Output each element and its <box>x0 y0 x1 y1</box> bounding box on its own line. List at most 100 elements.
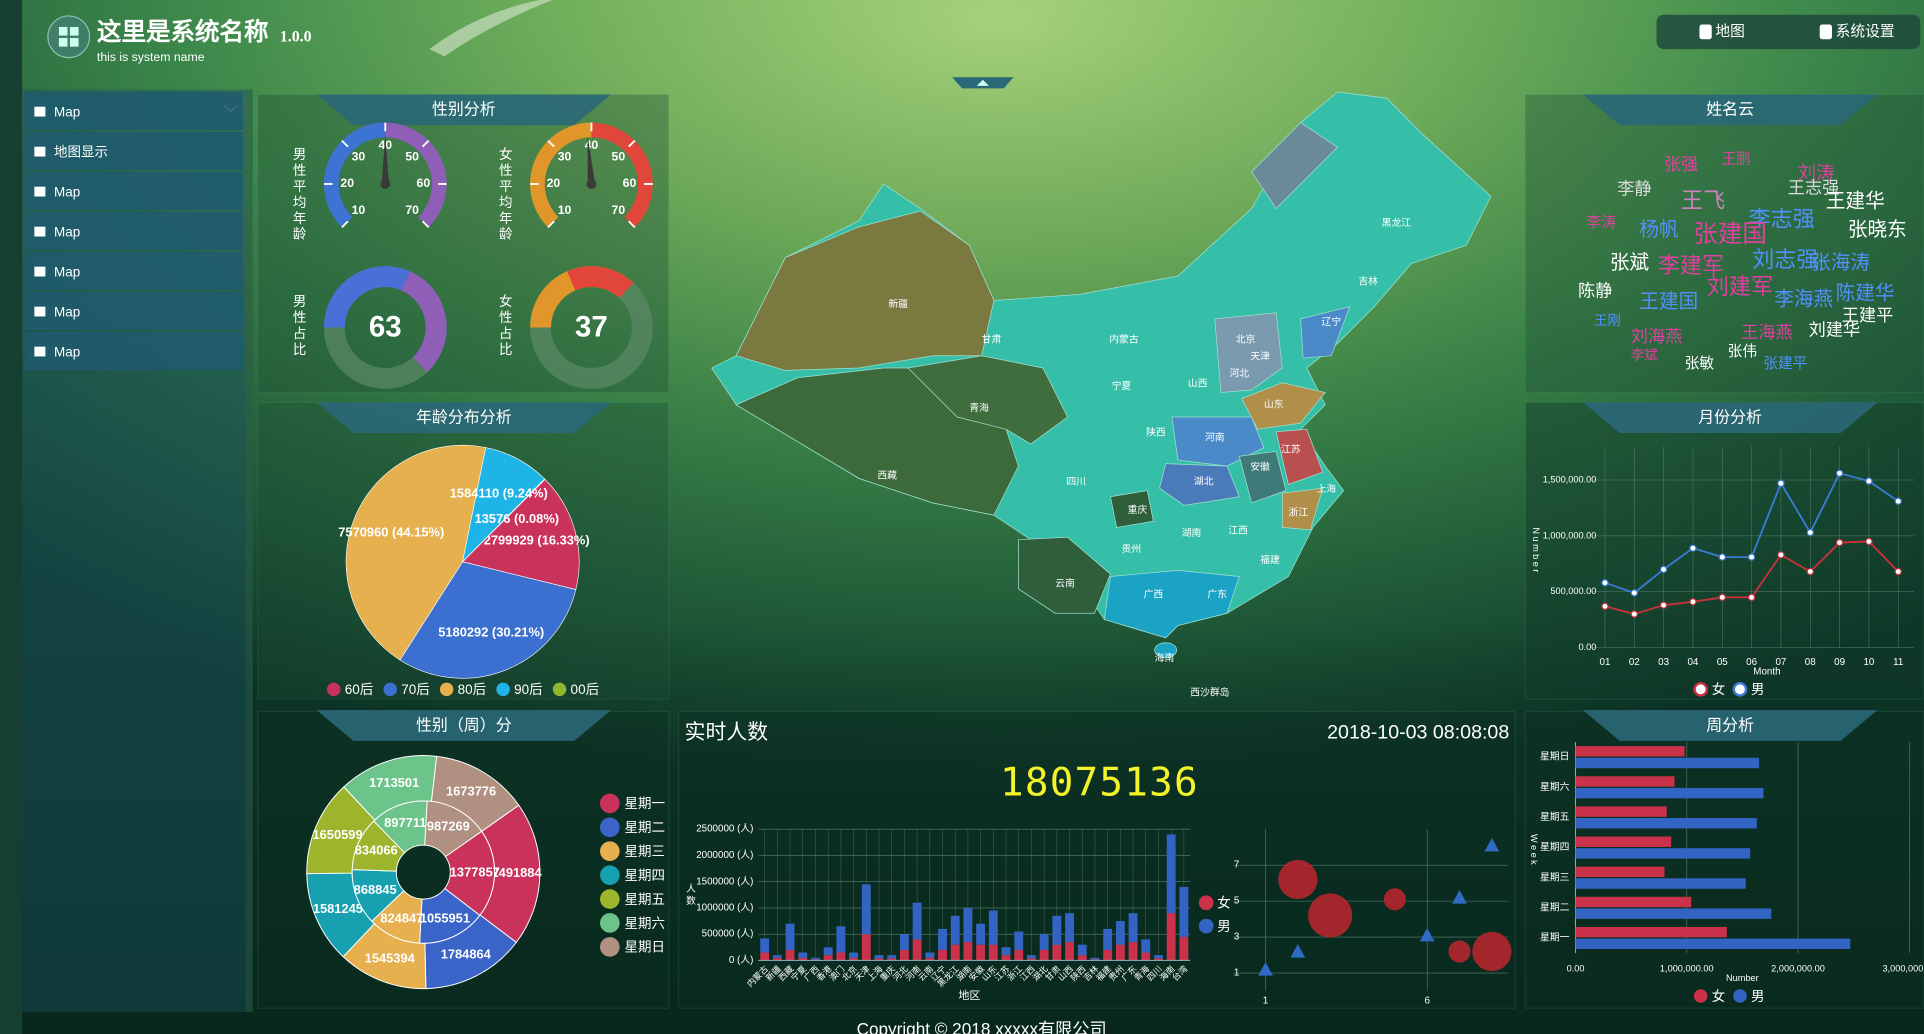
y-tick-label: 500,000.00 <box>1550 586 1596 596</box>
nav-button-icon[interactable] <box>1699 24 1712 40</box>
province-label[interactable]: 新疆 <box>888 297 908 310</box>
cloud-word[interactable]: 王海燕 <box>1741 322 1792 342</box>
ring-label: 824847 <box>380 910 423 925</box>
province-label[interactable]: 山西 <box>1188 378 1208 390</box>
province-label[interactable]: 黑龙江 <box>1382 216 1412 229</box>
cloud-word[interactable]: 陈建华 <box>1836 283 1895 305</box>
panel-title-tab <box>316 710 612 741</box>
cloud-word[interactable]: 杨帆 <box>1639 219 1678 241</box>
menu-label[interactable]: Map <box>54 264 80 279</box>
menu-item[interactable] <box>24 211 243 250</box>
cloud-word[interactable]: 李海燕 <box>1774 289 1833 311</box>
map-region <box>1281 487 1324 531</box>
cloud-word[interactable]: 张建国 <box>1693 220 1767 248</box>
province-label[interactable]: 河南 <box>1205 430 1225 443</box>
cloud-word[interactable]: 张建平 <box>1763 355 1807 372</box>
province-label[interactable]: 辽宁 <box>1322 315 1342 328</box>
nav-button-icon[interactable] <box>1819 24 1832 40</box>
province-label[interactable]: 西藏 <box>877 470 897 482</box>
cloud-word[interactable]: 王建华 <box>1826 191 1885 213</box>
cloud-word[interactable]: 王建国 <box>1639 291 1698 313</box>
province-label[interactable]: 广西 <box>1144 588 1164 600</box>
province-label[interactable]: 湖南 <box>1182 526 1202 539</box>
bar-segment <box>1039 949 1049 961</box>
province-label[interactable]: 重庆 <box>1128 503 1148 516</box>
province-label[interactable]: 福建 <box>1260 553 1280 566</box>
menu-item[interactable] <box>24 251 243 290</box>
province-label[interactable]: 山东 <box>1264 397 1284 410</box>
province-label[interactable]: 江苏 <box>1281 443 1301 456</box>
menu-label[interactable]: Map <box>54 224 80 239</box>
province-label[interactable]: 海南 <box>1155 651 1175 664</box>
cloud-word[interactable]: 刘海燕 <box>1631 326 1682 346</box>
cloud-word[interactable]: 李志强 <box>1749 207 1815 232</box>
cloud-word[interactable]: 陈静 <box>1578 280 1612 300</box>
ring-segment <box>424 800 483 858</box>
province-label[interactable]: 河北 <box>1230 368 1250 380</box>
menu-label[interactable]: Map <box>54 304 80 319</box>
menu-item[interactable] <box>24 291 243 330</box>
cloud-word[interactable]: 张海涛 <box>1811 252 1870 274</box>
nav-button[interactable]: 地图 <box>1715 23 1744 40</box>
province-label[interactable]: 北京 <box>1236 332 1256 345</box>
province-label[interactable]: 浙江 <box>1288 506 1308 518</box>
cloud-word[interactable]: 李斌 <box>1631 347 1658 362</box>
province-label[interactable]: 广东 <box>1207 587 1227 600</box>
bar-segment <box>1154 955 1163 959</box>
cloud-word[interactable]: 张敏 <box>1685 355 1715 372</box>
province-label[interactable]: 陕西 <box>1146 426 1166 439</box>
menu-label[interactable]: Map <box>54 184 80 199</box>
menu-item[interactable] <box>24 171 243 210</box>
province-label[interactable]: 湖北 <box>1194 476 1214 488</box>
cloud-word[interactable]: 张强 <box>1664 154 1698 174</box>
menu-item[interactable] <box>24 91 243 131</box>
province-label[interactable]: 云南 <box>1055 576 1075 589</box>
province-label[interactable]: 天津 <box>1250 351 1270 363</box>
province-label[interactable]: 上海 <box>1317 482 1337 495</box>
panel-title: 姓名云 <box>1706 101 1754 119</box>
y-axis-label: 人数 <box>684 883 696 908</box>
province-label[interactable]: 宁夏 <box>1112 379 1132 392</box>
menu-label[interactable]: Map <box>54 104 80 119</box>
ring-label: 1650599 <box>312 827 362 842</box>
menu-icon <box>34 226 46 237</box>
cloud-word[interactable]: 刘建军 <box>1707 274 1773 299</box>
province-label[interactable]: 贵州 <box>1122 542 1142 555</box>
cloud-word[interactable]: 王刚 <box>1594 313 1621 328</box>
province-label[interactable]: 吉林 <box>1358 275 1378 288</box>
province-label[interactable]: 江西 <box>1228 525 1248 537</box>
cloud-word[interactable]: 刘志强 <box>1752 247 1818 272</box>
cloud-word[interactable]: 张晓东 <box>1848 219 1907 241</box>
cloud-word[interactable]: 王鹏 <box>1722 150 1751 167</box>
menu-item[interactable] <box>24 131 243 171</box>
cloud-word[interactable]: 王飞 <box>1681 188 1725 213</box>
donut-arc-overlay <box>401 271 447 373</box>
province-label[interactable]: 青海 <box>969 401 989 414</box>
province-label[interactable]: 甘肃 <box>982 332 1002 345</box>
menu-item[interactable] <box>24 331 243 370</box>
legend-label: 90后 <box>514 682 542 697</box>
province-label[interactable]: 安徽 <box>1250 460 1270 473</box>
bar-segment <box>1166 913 1176 961</box>
line-point <box>1630 589 1638 597</box>
cloud-word[interactable]: 张斌 <box>1610 252 1650 274</box>
gauge-band <box>530 122 592 228</box>
province-label[interactable]: 四川 <box>1066 477 1086 488</box>
menu-label[interactable]: Map <box>54 344 80 359</box>
cloud-word[interactable]: 王志强 <box>1788 177 1839 197</box>
cloud-word[interactable]: 李静 <box>1617 179 1651 199</box>
province-label[interactable]: 西沙群岛 <box>1190 686 1229 699</box>
gauge-tick-label: 20 <box>340 176 354 190</box>
cloud-word[interactable]: 刘建华 <box>1809 320 1860 340</box>
legend-label: 女 <box>1712 988 1726 1004</box>
cloud-word[interactable]: 王建平 <box>1842 305 1893 325</box>
gauge-tick-label: 60 <box>623 176 637 190</box>
cloud-word[interactable]: 李涛 <box>1587 214 1617 231</box>
nav-button[interactable]: 系统设置 <box>1836 23 1895 40</box>
province-label[interactable]: 内蒙古 <box>1109 332 1139 345</box>
cloud-word[interactable]: 刘涛 <box>1798 162 1835 183</box>
cloud-word[interactable]: 张伟 <box>1728 343 1757 360</box>
menu-label[interactable]: 地图显示 <box>54 144 108 159</box>
cloud-word[interactable]: 李建军 <box>1658 253 1724 278</box>
legend-label: 星期日 <box>625 940 665 955</box>
